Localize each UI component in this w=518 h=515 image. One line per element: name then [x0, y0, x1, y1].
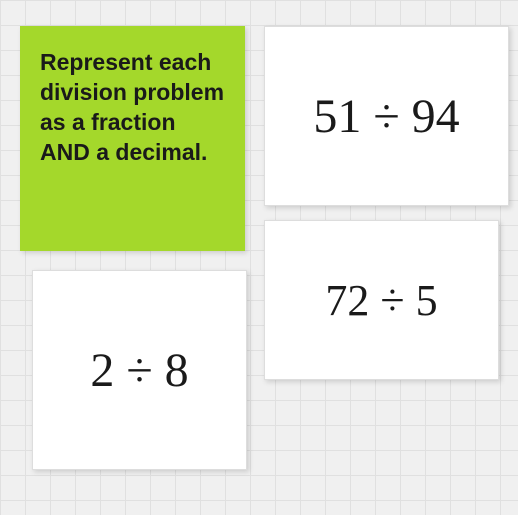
worksheet-canvas: Represent each division problem as a fra…: [0, 0, 518, 515]
problem-card-2: 72 ÷ 5: [264, 220, 499, 380]
math-expression: 72 ÷ 5: [325, 275, 437, 326]
math-expression: 51 ÷ 94: [313, 89, 459, 144]
instruction-card: Represent each division problem as a fra…: [20, 26, 245, 251]
problem-card-1: 51 ÷ 94: [264, 26, 509, 206]
math-expression: 2 ÷ 8: [90, 343, 188, 398]
instruction-text: Represent each division problem as a fra…: [40, 48, 225, 168]
problem-card-3: 2 ÷ 8: [32, 270, 247, 470]
